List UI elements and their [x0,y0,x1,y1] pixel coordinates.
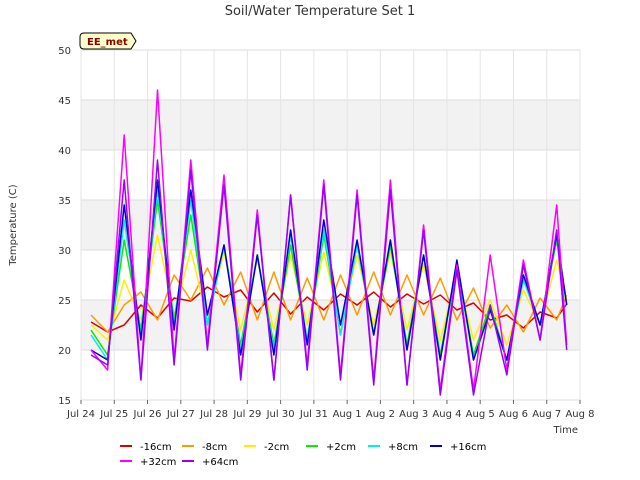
y-tick-label: 15 [58,396,71,407]
shaded-band [81,100,580,150]
y-axis-ticks: 15 20 25 30 35 40 45 50 [58,46,71,407]
legend: -16cm -8cm -2cm +2cm +8cm +16cm +32cm +64cm [120,442,486,468]
legend-label-+64cm: +64cm [202,457,238,468]
x-tick-label: Aug 5 [466,409,495,420]
y-tick-label: 20 [58,346,71,357]
x-tick-label: Jul 28 [199,409,228,420]
x-tick-label: Aug 6 [499,409,528,420]
x-axis-title: Time [553,425,578,436]
legend-label-+2cm: +2cm [326,442,356,453]
x-tick-label: Jul 27 [166,409,195,420]
series-line-+64cm [90,159,568,396]
x-tick-label: Aug 1 [333,409,362,420]
legend-label--8cm: -8cm [202,442,227,453]
legend-label-+32cm: +32cm [140,457,176,468]
x-axis-ticks: Jul 24 Jul 25 Jul 26 Jul 27 Jul 28 Jul 29 Jul … [66,400,595,420]
legend-label-+8cm: +8cm [388,442,418,453]
y-tick-label: 45 [58,96,71,107]
y-axis-title: Temperature (C) [8,184,19,266]
legend-label--2cm: -2cm [264,442,289,453]
site-tag-text: EE_met [87,37,128,48]
x-tick-label: Jul 29 [232,409,261,420]
x-tick-label: Jul 31 [299,409,328,420]
chart-title: Soil/Water Temperature Set 1 [225,4,416,19]
y-tick-label: 40 [58,146,71,157]
site-tag-badge: EE_met [79,32,137,50]
x-tick-label: Aug 2 [366,409,395,420]
x-tick-label: Aug 7 [532,409,561,420]
x-tick-label: Jul 24 [66,409,95,420]
series-line--8cm [90,267,568,333]
site-tag-box [79,32,137,50]
series-layer [90,89,568,396]
x-tick-label: Jul 25 [99,409,128,420]
y-tick-label: 25 [58,296,71,307]
y-tick-label: 50 [58,46,71,57]
x-tick-label: Jul 26 [133,409,162,420]
x-tick-label: Aug 3 [399,409,428,420]
x-tick-label: Aug 4 [432,409,461,420]
x-tick-label: Jul 30 [266,409,295,420]
plot-area [80,49,581,401]
legend-label-+16cm: +16cm [450,442,486,453]
y-tick-label: 35 [58,196,71,207]
y-tick-label: 30 [58,246,71,257]
legend-label--16cm: -16cm [140,442,172,453]
x-tick-label: Aug 8 [565,409,594,420]
